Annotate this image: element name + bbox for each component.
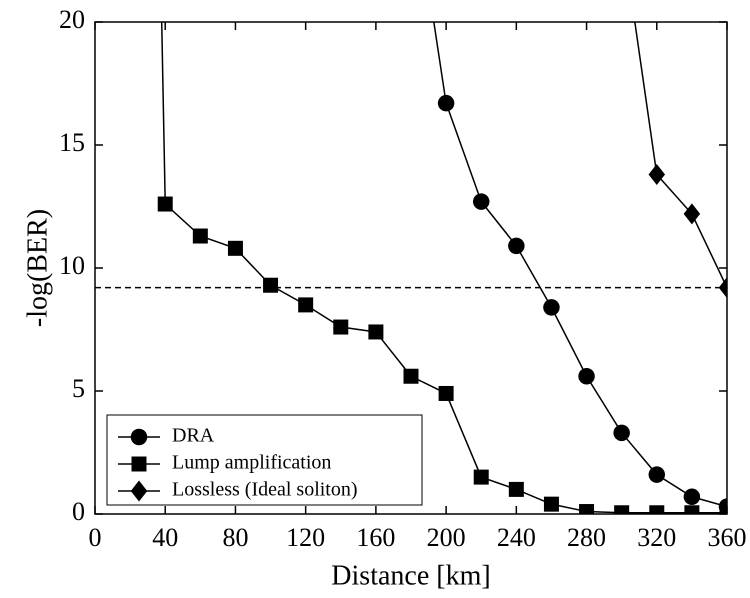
marker [648,466,666,483]
marker [719,505,727,514]
legend-box [106,414,423,506]
x-tick-label: 0 [89,523,102,552]
x-tick-label: 320 [637,523,676,552]
marker [192,228,208,244]
y-tick-label: 20 [59,5,85,34]
marker [543,496,559,512]
legend-marker [130,480,148,502]
x-tick-label: 200 [427,523,466,552]
marker [649,505,665,514]
series-line [634,22,727,289]
legend-label: DRA [172,425,215,447]
marker [683,488,701,506]
x-tick-label: 40 [152,523,178,552]
marker [683,203,701,225]
legend-label: Lossless (Ideal soliton) [172,479,358,501]
marker [157,196,173,212]
y-tick-label: 0 [72,497,85,526]
marker [227,240,243,256]
x-axis-label: Distance [km] [331,560,490,591]
x-tick-label: 80 [222,523,248,552]
y-axis-label: -log(BER) [22,209,53,327]
marker [472,193,490,210]
marker [648,164,666,186]
y-tick-label: 10 [59,251,85,280]
x-tick-label: 120 [286,523,325,552]
marker [473,469,489,485]
marker [263,277,279,293]
marker [684,505,700,514]
marker [718,277,727,299]
marker [508,237,525,255]
series-line [433,22,727,508]
marker [613,424,630,442]
marker [437,94,455,112]
marker [403,368,419,384]
marker [578,367,595,385]
marker [368,324,384,340]
marker [508,481,524,497]
marker [579,504,595,514]
marker [614,505,630,514]
marker [333,319,349,335]
marker [298,297,314,313]
y-tick-label: 5 [72,374,85,403]
marker [543,299,560,316]
legend: DRA Lump amplification Lossless (Ideal sol… [106,414,423,506]
x-tick-label: 280 [567,523,606,552]
x-tick-label: 240 [497,523,536,552]
x-tick-label: 360 [708,523,747,552]
legend-label: Lump amplification [172,452,331,474]
y-tick-label: 15 [59,128,85,157]
legend-marker [131,456,147,472]
x-tick-label: 160 [356,523,395,552]
legend-marker [130,428,148,446]
marker [438,385,454,401]
plot-series [157,22,727,514]
